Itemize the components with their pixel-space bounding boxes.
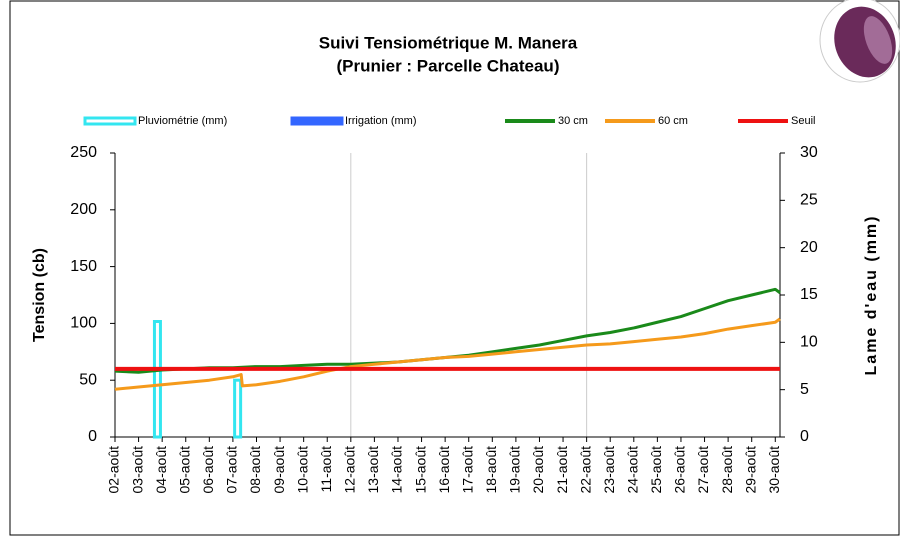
y2-tick-label: 10	[800, 334, 818, 351]
x-tick-label: 07-août	[224, 446, 240, 494]
chart-subtitle: (Prunier : Parcelle Chateau)	[337, 56, 560, 75]
x-tick-label: 05-août	[176, 446, 192, 494]
x-tick-label: 04-août	[153, 446, 169, 494]
x-tick-label: 28-août	[719, 446, 735, 494]
x-tick-label: 08-août	[247, 446, 263, 494]
legend-label: Pluviométrie (mm)	[138, 115, 227, 127]
legend-label: 60 cm	[658, 115, 688, 127]
x-tick-label: 13-août	[365, 446, 381, 494]
chart: Suivi Tensiométrique M. Manera (Prunier …	[0, 0, 900, 536]
x-tick-label: 18-août	[483, 446, 499, 494]
legend-label: Seuil	[791, 115, 815, 127]
x-tick-label: 17-août	[459, 446, 475, 494]
legend-symbol	[85, 118, 135, 124]
x-tick-label: 12-août	[342, 446, 358, 494]
y-axis-label: Tension (cb)	[31, 248, 48, 342]
y-tick-label: 150	[70, 258, 97, 275]
x-tick-label: 06-août	[200, 446, 216, 494]
x-tick-label: 21-août	[554, 446, 570, 494]
x-tick-label: 14-août	[389, 446, 405, 494]
y-tick-label: 100	[70, 315, 97, 332]
x-tick-label: 29-août	[742, 446, 758, 494]
y2-tick-label: 5	[800, 381, 809, 398]
x-tick-label: 26-août	[672, 446, 688, 494]
legend-label: 30 cm	[558, 115, 588, 127]
chart-title: Suivi Tensiométrique M. Manera	[319, 33, 578, 52]
x-tick-label: 25-août	[648, 446, 664, 494]
x-tick-label: 16-août	[436, 446, 452, 494]
y-tick-label: 200	[70, 201, 97, 218]
y2-axis-label: Lame d'eau (mm)	[863, 215, 880, 376]
x-tick-label: 20-août	[530, 446, 546, 494]
y2-tick-label: 20	[800, 239, 818, 256]
x-tick-label: 24-août	[624, 446, 640, 494]
x-tick-label: 15-août	[412, 446, 428, 494]
y-tick-label: 50	[79, 371, 97, 388]
y2-tick-label: 25	[800, 192, 818, 209]
x-tick-label: 03-août	[129, 446, 145, 494]
legend-label: Irrigation (mm)	[345, 115, 417, 127]
y2-tick-label: 30	[800, 144, 818, 161]
bar	[154, 322, 160, 437]
x-tick-label: 22-août	[577, 446, 593, 494]
legend-symbol	[292, 118, 342, 124]
y-tick-label: 250	[70, 144, 97, 161]
y2-tick-label: 0	[800, 428, 809, 445]
x-tick-label: 10-août	[294, 446, 310, 494]
bar	[235, 380, 241, 437]
y2-tick-label: 15	[800, 286, 818, 303]
y-tick-label: 0	[88, 428, 97, 445]
x-tick-label: 19-août	[507, 446, 523, 494]
x-tick-label: 30-août	[766, 446, 782, 494]
x-tick-label: 02-août	[106, 446, 122, 494]
x-tick-label: 23-août	[601, 446, 617, 494]
x-tick-label: 11-août	[318, 446, 334, 493]
x-tick-label: 27-août	[695, 446, 711, 494]
x-tick-label: 09-août	[271, 446, 287, 494]
